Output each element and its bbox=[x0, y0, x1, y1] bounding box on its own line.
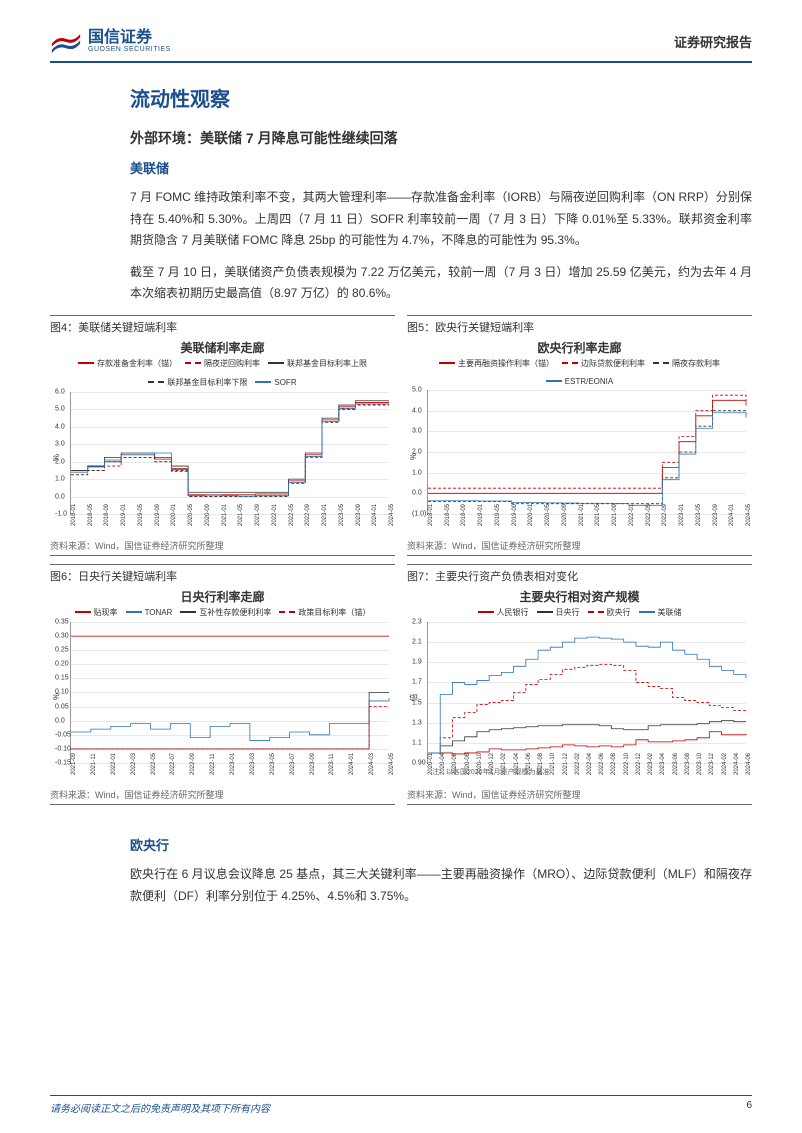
paragraph-2: 截至 7 月 10 日，美联储资产负债表规模为 7.22 万亿美元，较前一周（7… bbox=[130, 262, 752, 305]
chart-title: 欧央行利率走廊 bbox=[407, 339, 752, 356]
page-header: 国信证券 GUOSEN SECURITIES 证券研究报告 bbox=[50, 30, 752, 63]
paragraph-1: 7 月 FOMC 维持政策利率不变，其两大管理利率——存款准备金利率（IORB）… bbox=[130, 187, 752, 252]
paragraph-3: 欧央行在 6 月议息会议降息 25 基点，其三大关键利率——主要再融资操作（MR… bbox=[130, 864, 752, 907]
chart-plot: %(1.0)0.01.02.03.04.05.02018-012018-0520… bbox=[427, 390, 746, 515]
doc-type: 证券研究报告 bbox=[674, 32, 752, 51]
page-footer: 请务必阅读正文之后的免责声明及其项下所有内容 6 bbox=[50, 1095, 752, 1115]
chart-note: 注：以各国2020年1月资产规模为基准 bbox=[432, 767, 549, 777]
chart-source: 资料来源：Wind，国信证券经济研究所整理 bbox=[50, 539, 395, 556]
chart-legend: 人民银行日央行欧央行美联储 bbox=[413, 607, 746, 618]
heading-ecb: 欧央行 bbox=[130, 835, 752, 854]
footer-disclaimer: 请务必阅读正文之后的免责声明及其项下所有内容 bbox=[50, 1100, 270, 1115]
chart-plot: %-0.15-0.10-0.050.00.050.100.150.200.250… bbox=[70, 622, 389, 764]
chart-label: 图6：日央行关键短端利率 bbox=[50, 564, 395, 584]
charts-row-2: 图6：日央行关键短端利率日央行利率走廊贴现率TONAR互补性存款便利利率政策目标… bbox=[50, 564, 752, 805]
company-name-en: GUOSEN SECURITIES bbox=[88, 46, 171, 53]
chart-title: 美联储利率走廊 bbox=[50, 339, 395, 356]
chart-fig7: 图7：主要央行资产负债表相对变化主要央行相对资产规模人民银行日央行欧央行美联储倍… bbox=[407, 564, 752, 805]
chart-label: 图7：主要央行资产负债表相对变化 bbox=[407, 564, 752, 584]
chart-plot: 倍0.901.11.31.51.71.92.12.32020-012020-04… bbox=[427, 622, 746, 764]
chart-legend: 贴现率TONAR互补性存款便利利率政策目标利率（锚） bbox=[56, 607, 389, 618]
chart-label: 图5：欧央行关键短端利率 bbox=[407, 315, 752, 335]
chart-source: 资料来源：Wind，国信证券经济研究所整理 bbox=[407, 539, 752, 556]
subsection-title: 外部环境：美联储 7 月降息可能性继续回落 bbox=[130, 128, 752, 148]
logo-icon bbox=[50, 31, 82, 53]
chart-legend: 存款准备金利率（锚）隔夜逆回购利率联邦基金目标利率上限联邦基金目标利率下限SOF… bbox=[56, 358, 389, 388]
chart-title: 日央行利率走廊 bbox=[50, 588, 395, 605]
chart-plot: %-1.00.01.02.03.04.05.06.02018-012018-05… bbox=[70, 392, 389, 515]
heading-fed: 美联储 bbox=[130, 158, 752, 177]
charts-row-1: 图4：美联储关键短端利率美联储利率走廊存款准备金利率（锚）隔夜逆回购利率联邦基金… bbox=[50, 315, 752, 556]
chart-source: 资料来源：Wind，国信证券经济研究所整理 bbox=[50, 788, 395, 805]
page-number: 6 bbox=[746, 1100, 752, 1115]
chart-fig4: 图4：美联储关键短端利率美联储利率走廊存款准备金利率（锚）隔夜逆回购利率联邦基金… bbox=[50, 315, 395, 556]
company-logo: 国信证券 GUOSEN SECURITIES bbox=[50, 30, 171, 53]
chart-fig5: 图5：欧央行关键短端利率欧央行利率走廊主要再融资操作利率（锚）边际贷款便利利率隔… bbox=[407, 315, 752, 556]
chart-source: 资料来源：Wind，国信证券经济研究所整理 bbox=[407, 788, 752, 805]
section-title: 流动性观察 bbox=[130, 83, 752, 112]
company-name-cn: 国信证券 bbox=[88, 30, 171, 46]
chart-legend: 主要再融资操作利率（锚）边际贷款便利利率隔夜存款利率ESTR/EONIA bbox=[413, 358, 746, 386]
chart-fig6: 图6：日央行关键短端利率日央行利率走廊贴现率TONAR互补性存款便利利率政策目标… bbox=[50, 564, 395, 805]
chart-label: 图4：美联储关键短端利率 bbox=[50, 315, 395, 335]
chart-title: 主要央行相对资产规模 bbox=[407, 588, 752, 605]
